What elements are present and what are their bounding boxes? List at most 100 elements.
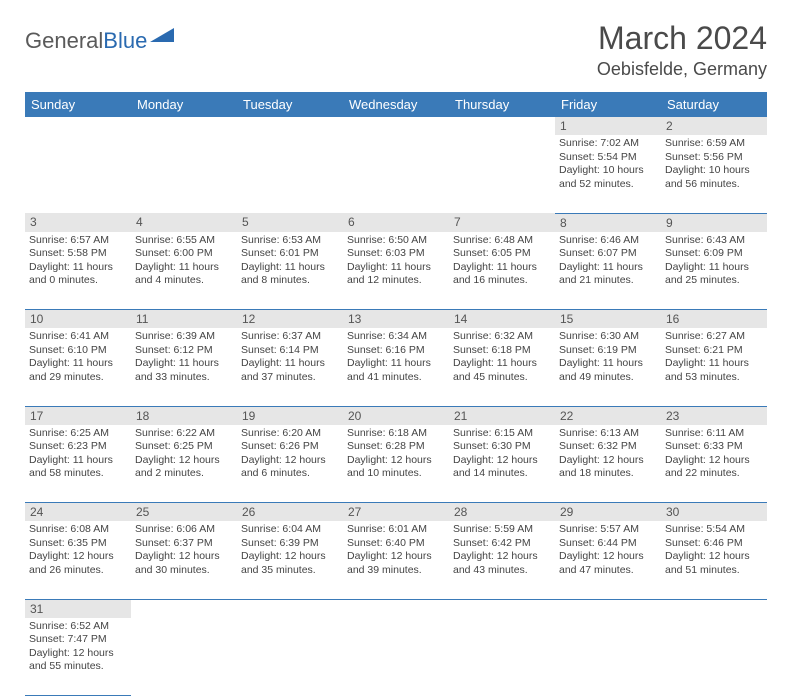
empty-cell	[555, 599, 661, 618]
sunset-text: Sunset: 5:56 PM	[665, 151, 763, 165]
day-cell: Sunrise: 6:39 AMSunset: 6:12 PMDaylight:…	[131, 328, 237, 406]
empty-cell	[131, 117, 237, 135]
empty-cell	[237, 117, 343, 135]
sunset-text: Sunset: 6:01 PM	[241, 247, 339, 261]
calendar-table: SundayMondayTuesdayWednesdayThursdayFrid…	[25, 92, 767, 696]
daylight-text: Daylight: 12 hours and 47 minutes.	[559, 550, 657, 577]
day-number: 28	[449, 503, 555, 522]
daylight-text: Daylight: 11 hours and 29 minutes.	[29, 357, 127, 384]
logo: GeneralBlue	[25, 28, 176, 54]
daylight-text: Daylight: 11 hours and 33 minutes.	[135, 357, 233, 384]
title-block: March 2024 Oebisfelde, Germany	[597, 20, 767, 80]
day-number: 3	[25, 213, 131, 232]
sunrise-text: Sunrise: 6:18 AM	[347, 427, 445, 441]
day-number: 20	[343, 406, 449, 425]
day-cell: Sunrise: 6:57 AMSunset: 5:58 PMDaylight:…	[25, 232, 131, 310]
empty-cell	[449, 117, 555, 135]
day-cell: Sunrise: 6:46 AMSunset: 6:07 PMDaylight:…	[555, 232, 661, 310]
day-cell: Sunrise: 5:54 AMSunset: 6:46 PMDaylight:…	[661, 521, 767, 599]
day-header-thursday: Thursday	[449, 92, 555, 117]
day-number: 2	[661, 117, 767, 135]
week-data-row: Sunrise: 6:25 AMSunset: 6:23 PMDaylight:…	[25, 425, 767, 503]
day-number: 31	[25, 599, 131, 618]
empty-cell	[237, 135, 343, 213]
empty-cell	[131, 135, 237, 213]
sunset-text: Sunset: 5:54 PM	[559, 151, 657, 165]
sunset-text: Sunset: 6:46 PM	[665, 537, 763, 551]
day-cell: Sunrise: 6:37 AMSunset: 6:14 PMDaylight:…	[237, 328, 343, 406]
empty-cell	[25, 135, 131, 213]
day-cell: Sunrise: 6:13 AMSunset: 6:32 PMDaylight:…	[555, 425, 661, 503]
day-number: 17	[25, 406, 131, 425]
day-cell: Sunrise: 6:08 AMSunset: 6:35 PMDaylight:…	[25, 521, 131, 599]
day-cell: Sunrise: 6:48 AMSunset: 6:05 PMDaylight:…	[449, 232, 555, 310]
sunrise-text: Sunrise: 6:01 AM	[347, 523, 445, 537]
header: GeneralBlue March 2024 Oebisfelde, Germa…	[25, 20, 767, 80]
sunrise-text: Sunrise: 6:50 AM	[347, 234, 445, 248]
week-number-row: 10111213141516	[25, 310, 767, 329]
sunset-text: Sunset: 6:26 PM	[241, 440, 339, 454]
week-number-row: 17181920212223	[25, 406, 767, 425]
daylight-text: Daylight: 12 hours and 55 minutes.	[29, 647, 127, 674]
daylight-text: Daylight: 10 hours and 56 minutes.	[665, 164, 763, 191]
sunset-text: Sunset: 6:00 PM	[135, 247, 233, 261]
sunrise-text: Sunrise: 6:34 AM	[347, 330, 445, 344]
day-header-wednesday: Wednesday	[343, 92, 449, 117]
sunset-text: Sunset: 6:09 PM	[665, 247, 763, 261]
week-data-row: Sunrise: 6:57 AMSunset: 5:58 PMDaylight:…	[25, 232, 767, 310]
sunrise-text: Sunrise: 6:04 AM	[241, 523, 339, 537]
day-number: 24	[25, 503, 131, 522]
day-number: 30	[661, 503, 767, 522]
week-data-row: Sunrise: 6:52 AMSunset: 7:47 PMDaylight:…	[25, 618, 767, 696]
day-number: 21	[449, 406, 555, 425]
day-number: 5	[237, 213, 343, 232]
day-header-saturday: Saturday	[661, 92, 767, 117]
empty-cell	[449, 599, 555, 618]
sunrise-text: Sunrise: 6:22 AM	[135, 427, 233, 441]
day-header-tuesday: Tuesday	[237, 92, 343, 117]
sunrise-text: Sunrise: 5:57 AM	[559, 523, 657, 537]
day-cell: Sunrise: 6:22 AMSunset: 6:25 PMDaylight:…	[131, 425, 237, 503]
sunset-text: Sunset: 6:39 PM	[241, 537, 339, 551]
day-cell: Sunrise: 6:30 AMSunset: 6:19 PMDaylight:…	[555, 328, 661, 406]
day-cell: Sunrise: 6:27 AMSunset: 6:21 PMDaylight:…	[661, 328, 767, 406]
empty-cell	[25, 117, 131, 135]
daylight-text: Daylight: 11 hours and 12 minutes.	[347, 261, 445, 288]
day-number: 29	[555, 503, 661, 522]
day-number: 1	[555, 117, 661, 135]
day-number: 19	[237, 406, 343, 425]
day-number: 10	[25, 310, 131, 329]
daylight-text: Daylight: 12 hours and 18 minutes.	[559, 454, 657, 481]
day-header-row: SundayMondayTuesdayWednesdayThursdayFrid…	[25, 92, 767, 117]
daylight-text: Daylight: 11 hours and 37 minutes.	[241, 357, 339, 384]
daylight-text: Daylight: 12 hours and 6 minutes.	[241, 454, 339, 481]
day-cell: Sunrise: 6:25 AMSunset: 6:23 PMDaylight:…	[25, 425, 131, 503]
sunrise-text: Sunrise: 6:11 AM	[665, 427, 763, 441]
day-number: 18	[131, 406, 237, 425]
week-number-row: 24252627282930	[25, 503, 767, 522]
day-cell: Sunrise: 6:18 AMSunset: 6:28 PMDaylight:…	[343, 425, 449, 503]
sunset-text: Sunset: 6:12 PM	[135, 344, 233, 358]
day-number: 4	[131, 213, 237, 232]
daylight-text: Daylight: 11 hours and 49 minutes.	[559, 357, 657, 384]
sunset-text: Sunset: 6:07 PM	[559, 247, 657, 261]
sunset-text: Sunset: 6:37 PM	[135, 537, 233, 551]
day-header-sunday: Sunday	[25, 92, 131, 117]
day-number: 12	[237, 310, 343, 329]
day-cell: Sunrise: 6:59 AMSunset: 5:56 PMDaylight:…	[661, 135, 767, 213]
sunset-text: Sunset: 6:40 PM	[347, 537, 445, 551]
sunrise-text: Sunrise: 6:57 AM	[29, 234, 127, 248]
daylight-text: Daylight: 12 hours and 10 minutes.	[347, 454, 445, 481]
sunrise-text: Sunrise: 6:59 AM	[665, 137, 763, 151]
logo-text-blue: Blue	[103, 28, 147, 54]
daylight-text: Daylight: 11 hours and 25 minutes.	[665, 261, 763, 288]
sunset-text: Sunset: 6:21 PM	[665, 344, 763, 358]
daylight-text: Daylight: 11 hours and 0 minutes.	[29, 261, 127, 288]
sunset-text: Sunset: 6:16 PM	[347, 344, 445, 358]
day-cell: Sunrise: 6:01 AMSunset: 6:40 PMDaylight:…	[343, 521, 449, 599]
sunrise-text: Sunrise: 6:25 AM	[29, 427, 127, 441]
daylight-text: Daylight: 12 hours and 30 minutes.	[135, 550, 233, 577]
sunset-text: Sunset: 6:25 PM	[135, 440, 233, 454]
logo-triangle-icon	[150, 26, 176, 49]
sunrise-text: Sunrise: 6:39 AM	[135, 330, 233, 344]
